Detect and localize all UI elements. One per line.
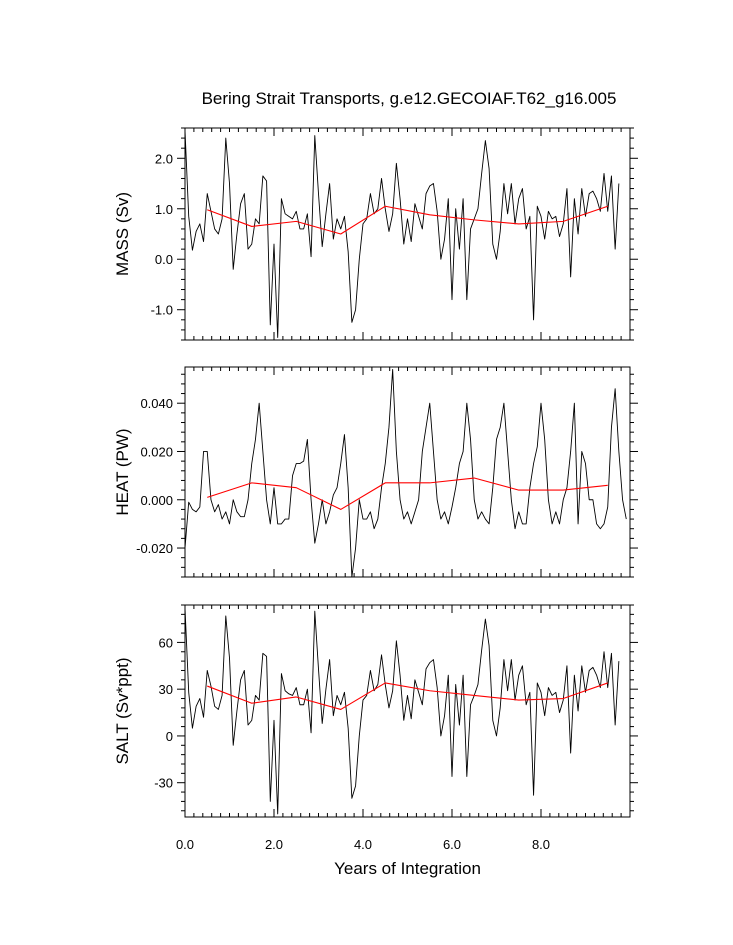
heat-y-axis-label: HEAT (PW) bbox=[113, 428, 132, 515]
mass-y-axis-label: MASS (Sv) bbox=[113, 192, 132, 276]
mass-plot-frame bbox=[184, 127, 631, 341]
salt-monthly-series-line bbox=[185, 608, 620, 815]
heat-y-tick-label: 0.040 bbox=[140, 396, 173, 411]
heat-monthly-series-line bbox=[185, 368, 627, 577]
mass-y-tick-label: -1.0 bbox=[151, 303, 173, 318]
salt-x-axis-label: Years of Integration bbox=[334, 859, 481, 878]
heat-y-tick-label: 0.000 bbox=[140, 493, 173, 508]
salt-x-tick-label: 2.0 bbox=[265, 837, 283, 852]
salt-panel: -30 0 30 60 SALT (Sv*ppt) 0.0 2.0 4.0 6.0 8.0 Year… bbox=[113, 604, 638, 878]
heat-panel: -0.020 0.000 0.020 0.040 HEAT (PW) bbox=[113, 366, 638, 578]
salt-plot-frame bbox=[184, 604, 631, 818]
heat-y-tick-label: 0.020 bbox=[140, 444, 173, 459]
mass-y-tick-label: 2.0 bbox=[155, 151, 173, 166]
salt-y-tick-label: 60 bbox=[159, 635, 173, 650]
heat-plot-frame bbox=[184, 366, 631, 578]
salt-x-tick-label: 8.0 bbox=[532, 837, 550, 852]
salt-y-tick-label: -30 bbox=[154, 776, 173, 791]
salt-y-tick-label: 0 bbox=[166, 729, 173, 744]
chart-panels: -1.0 0.0 1.0 2.0 MASS (Sv) -0.020 0.000 0.020 0.… bbox=[113, 127, 638, 878]
mass-panel: -1.0 0.0 1.0 2.0 MASS (Sv) bbox=[113, 127, 638, 341]
salt-y-tick-label: 30 bbox=[159, 682, 173, 697]
salt-annual-series-line bbox=[207, 682, 608, 710]
salt-x-tick-label: 4.0 bbox=[354, 837, 372, 852]
mass-monthly-series-line bbox=[185, 130, 620, 338]
salt-x-tick-label: 0.0 bbox=[176, 837, 194, 852]
mass-annual-series-line bbox=[207, 205, 608, 235]
mass-y-tick-label: 1.0 bbox=[155, 202, 173, 217]
salt-y-axis-label: SALT (Sv*ppt) bbox=[113, 657, 132, 764]
heat-annual-series-line bbox=[207, 477, 608, 510]
figure-title: Bering Strait Transports, g.e12.GECOIAF.… bbox=[202, 89, 617, 108]
mass-y-tick-label: 0.0 bbox=[155, 252, 173, 267]
heat-y-tick-label: -0.020 bbox=[136, 541, 173, 556]
salt-x-tick-label: 6.0 bbox=[443, 837, 461, 852]
